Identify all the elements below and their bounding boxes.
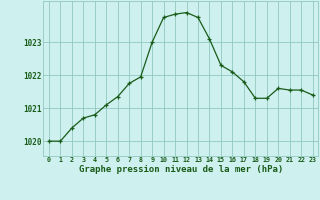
X-axis label: Graphe pression niveau de la mer (hPa): Graphe pression niveau de la mer (hPa) <box>79 165 283 174</box>
